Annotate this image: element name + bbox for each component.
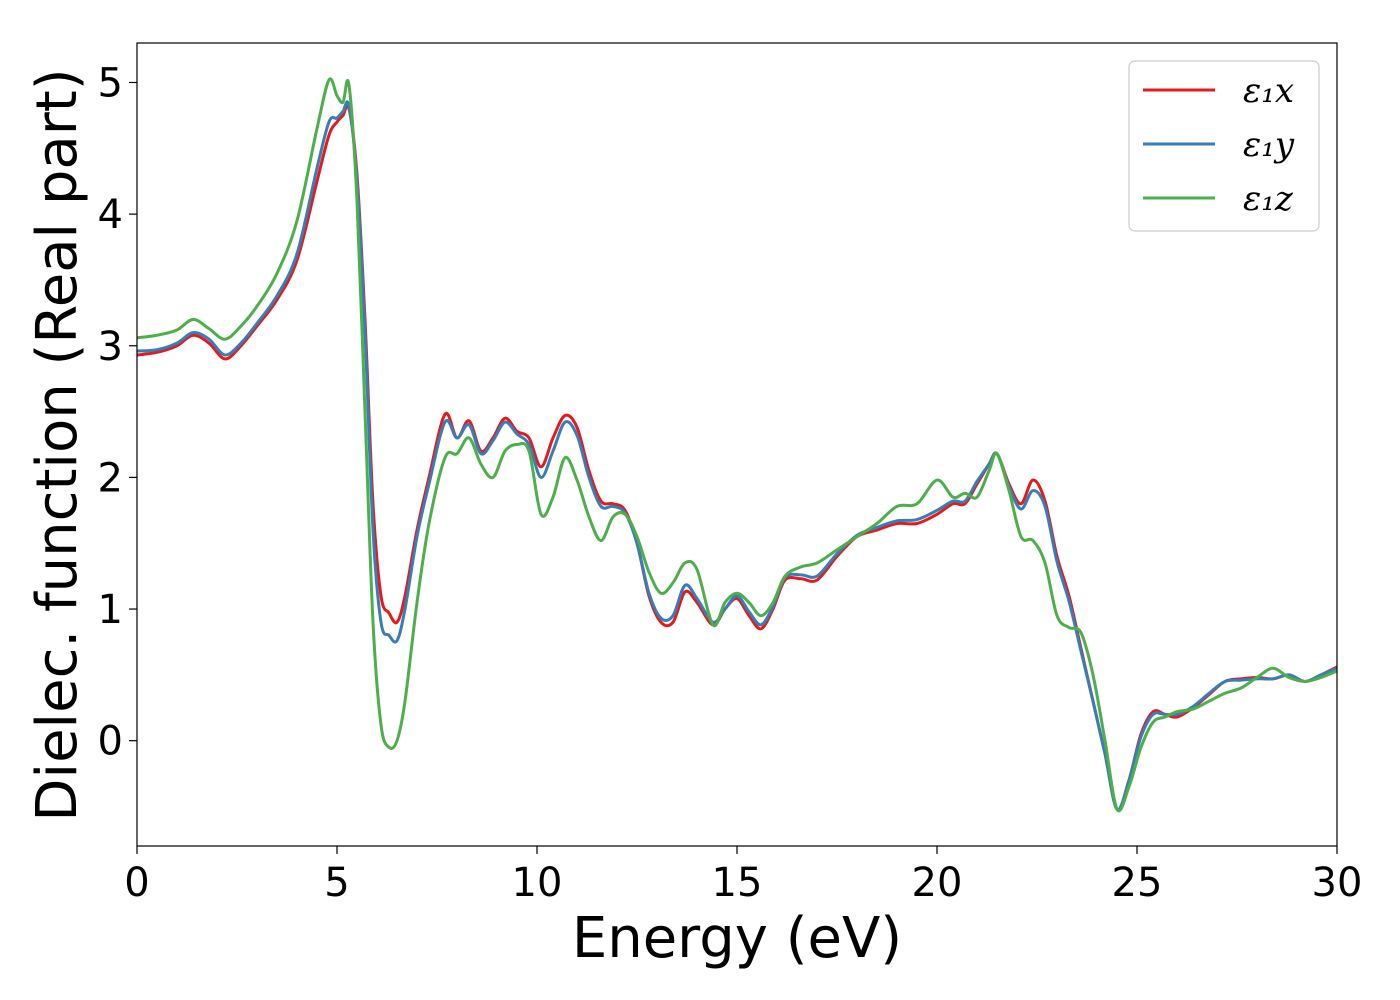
legend-label-y: ε₁y xyxy=(1243,125,1295,165)
x-tick-label: 0 xyxy=(124,860,149,906)
x-axis: 0 5 10 15 20 25 30 xyxy=(124,846,1362,906)
y-axis: 0 1 2 3 4 5 xyxy=(98,60,137,765)
x-tick-label: 10 xyxy=(512,860,563,906)
x-tick-label: 30 xyxy=(1312,860,1363,906)
x-tick-label: 20 xyxy=(912,860,963,906)
x-axis-label: Energy (eV) xyxy=(572,906,902,971)
y-axis-label: Dielec. function (Real part) xyxy=(25,68,90,821)
y-tick-label: 1 xyxy=(98,587,123,633)
legend: ε₁x ε₁y ε₁z xyxy=(1128,60,1320,232)
x-tick-label: 5 xyxy=(324,860,349,906)
legend-label-z: ε₁z xyxy=(1243,179,1294,219)
series-layer xyxy=(137,77,1337,813)
x-tick-label: 15 xyxy=(712,860,763,906)
legend-label-x: ε₁x xyxy=(1243,71,1294,111)
y-tick-label: 2 xyxy=(98,455,123,501)
y-tick-label: 5 xyxy=(98,60,123,106)
legend-box xyxy=(1128,60,1320,232)
y-tick-label: 4 xyxy=(98,192,123,238)
y-tick-label: 0 xyxy=(98,719,123,765)
y-tick-label: 3 xyxy=(98,324,123,370)
series-line-z xyxy=(137,77,1337,813)
x-tick-label: 25 xyxy=(1112,860,1163,906)
